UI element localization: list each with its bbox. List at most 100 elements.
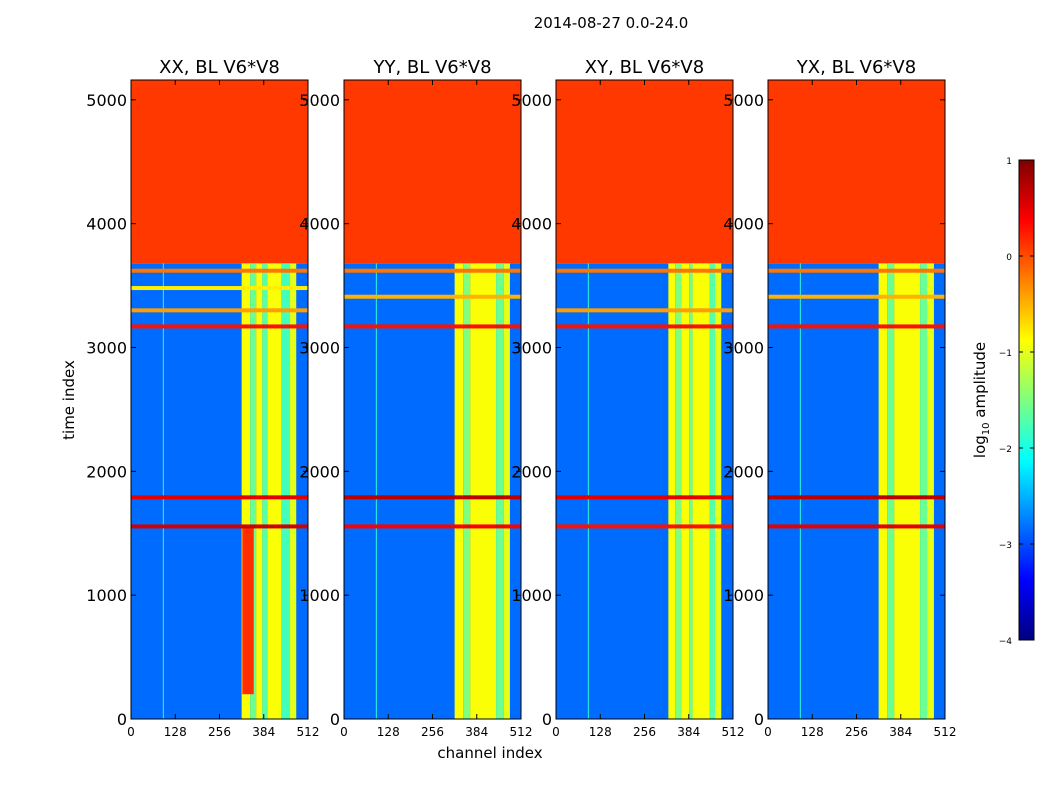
y-tick-label: 2000: [299, 462, 340, 481]
x-tick-label: 256: [633, 725, 656, 739]
signal-band: [709, 263, 716, 719]
y-tick-label: 1000: [511, 586, 552, 605]
rfi-row: [768, 294, 945, 299]
flagged-region: [131, 80, 308, 264]
x-tick-label: 0: [340, 725, 348, 739]
channel-streak: [162, 263, 165, 719]
x-tick-label: 0: [764, 725, 772, 739]
y-tick-label: 4000: [86, 215, 127, 234]
panel-4: YX, BL V6*V8 0 128 256 384 512 0 1000 2000 3000 40…: [723, 57, 956, 739]
signal-band: [675, 263, 682, 719]
y-tick-label: 2000: [86, 462, 127, 481]
signal-band: [878, 263, 888, 719]
x-tick-label: 384: [677, 725, 700, 739]
signal-band: [681, 263, 690, 719]
signal-band: [668, 263, 676, 719]
y-axis-label: time index: [60, 360, 78, 440]
panel-1: XX, BL V6*V8 0 128 256 384 512 0 1000 2000 3000 40…: [86, 57, 319, 739]
colorbar-gradient: [1018, 159, 1035, 641]
channel-streak: [587, 263, 590, 719]
x-tick-label: 512: [934, 725, 957, 739]
rfi-row: [768, 324, 945, 329]
rfi-row: [768, 524, 945, 529]
rfi-row: [556, 324, 733, 329]
colorbar-tick-label: −3: [999, 541, 1012, 551]
colorbar-tick-label: −4: [999, 637, 1013, 647]
x-tick-label: 256: [208, 725, 231, 739]
rfi-row: [556, 308, 733, 313]
flagged-region: [768, 80, 945, 264]
y-tick-label: 4000: [511, 215, 552, 234]
bright-block: [242, 527, 254, 695]
rfi-row: [344, 268, 521, 273]
x-axis-label: channel index: [437, 744, 542, 762]
signal-band: [887, 263, 895, 719]
y-tick-label: 2000: [723, 462, 764, 481]
rfi-row: [131, 308, 308, 313]
panel-3: XY, BL V6*V8 0 128 256 384 512 0 1000 2000 3000 40…: [511, 57, 744, 739]
panel-title: XY, BL V6*V8: [585, 57, 704, 78]
signal-band: [920, 263, 928, 719]
signal-band: [267, 263, 282, 719]
y-tick-label: 1000: [299, 586, 340, 605]
rfi-row: [344, 524, 521, 529]
signal-band: [689, 263, 693, 719]
x-tick-label: 128: [164, 725, 187, 739]
rfi-row: [131, 495, 308, 500]
signal-band: [454, 263, 464, 719]
rfi-row: [556, 268, 733, 273]
x-tick-label: 0: [127, 725, 135, 739]
y-tick-label: 5000: [511, 91, 552, 110]
x-tick-label: 384: [465, 725, 488, 739]
colorbar-tick-label: −2: [999, 445, 1012, 455]
y-tick-label: 3000: [723, 338, 764, 357]
channel-streak: [799, 263, 802, 719]
colorbar-tick-label: 0: [1006, 253, 1012, 263]
rfi-row: [556, 524, 733, 529]
rfi-row: [768, 495, 945, 500]
flagged-region: [344, 80, 521, 264]
x-tick-label: 384: [889, 725, 912, 739]
signal-band: [692, 263, 710, 719]
x-tick-label: 0: [552, 725, 560, 739]
x-tick-label: 128: [589, 725, 612, 739]
rfi-row: [131, 268, 308, 273]
signal-band: [256, 263, 263, 719]
rfi-row: [556, 495, 733, 500]
signal-band: [250, 263, 257, 719]
x-tick-label: 512: [722, 725, 745, 739]
signal-band: [715, 263, 722, 719]
x-tick-label: 128: [801, 725, 824, 739]
channel-streak: [375, 263, 378, 719]
y-tick-label: 0: [330, 710, 340, 729]
signal-band: [496, 263, 504, 719]
y-tick-label: 1000: [86, 586, 127, 605]
y-tick-label: 3000: [86, 338, 127, 357]
y-tick-label: 0: [542, 710, 552, 729]
signal-band: [463, 263, 471, 719]
rfi-row: [131, 524, 308, 529]
panel-title: YX, BL V6*V8: [796, 57, 916, 78]
colorbar: 10−1−2−3−4 log10 amplitude: [971, 157, 1035, 647]
y-tick-label: 1000: [723, 586, 764, 605]
colorbar-tick-label: 1: [1006, 157, 1012, 167]
colorbar-label-main: log: [971, 435, 989, 458]
panel-2: YY, BL V6*V8 0 128 256 384 512 0 1000 2000 3000 40…: [299, 57, 532, 739]
signal-band: [262, 263, 268, 719]
signal-band: [503, 263, 510, 719]
x-tick-label: 256: [421, 725, 444, 739]
signal-band: [281, 263, 291, 719]
y-tick-label: 3000: [511, 338, 552, 357]
panel-title: XX, BL V6*V8: [159, 57, 280, 78]
x-tick-label: 384: [252, 725, 275, 739]
y-tick-label: 0: [117, 710, 127, 729]
rfi-row: [344, 294, 521, 299]
y-tick-label: 4000: [299, 215, 340, 234]
y-tick-label: 3000: [299, 338, 340, 357]
colorbar-label-subscript: 10: [981, 422, 992, 435]
colorbar-label: log10 amplitude: [971, 342, 992, 458]
y-tick-label: 0: [754, 710, 764, 729]
rfi-row: [344, 324, 521, 329]
signal-band: [241, 263, 251, 719]
